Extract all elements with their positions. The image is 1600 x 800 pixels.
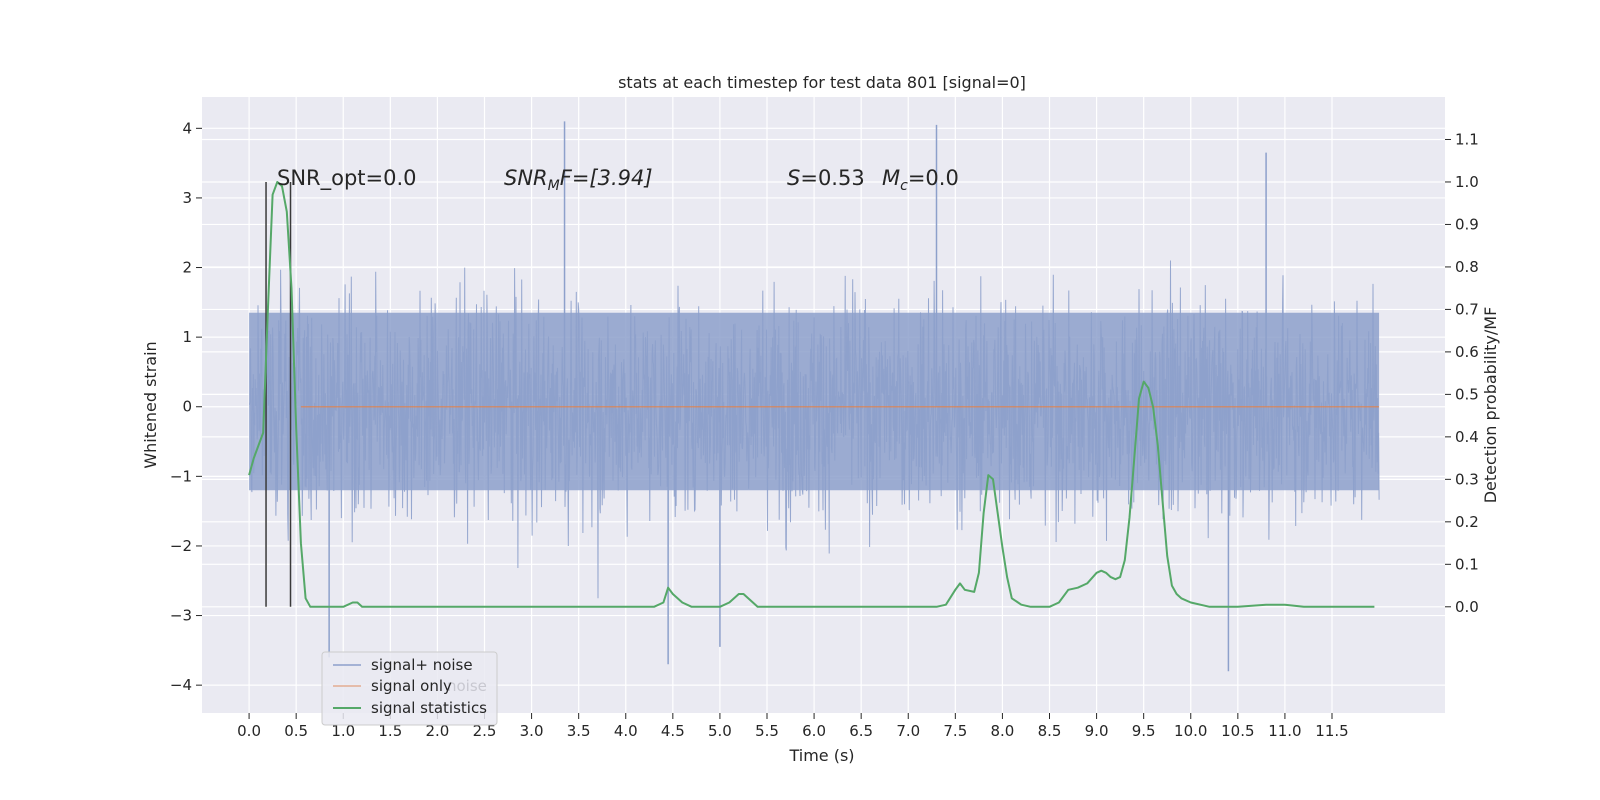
x-tick-label: 6.5 bbox=[849, 722, 873, 740]
x-tick-label: 8.5 bbox=[1038, 722, 1062, 740]
annotation-snr-mf: SNRMF=[3.94] bbox=[504, 166, 653, 194]
y-right-tick-label: 1.1 bbox=[1455, 130, 1479, 148]
y-right-tick-label: 0.0 bbox=[1455, 598, 1479, 616]
x-tick-label: 6.0 bbox=[802, 722, 826, 740]
annotation-s: S=0.53 bbox=[787, 166, 865, 190]
x-axis-ticks: 0.0 0.5 1.0 1.5 2.0 2.5 3.0 3.5 4.0 4.5 5.0 5.5 6.0 6… bbox=[237, 713, 1349, 740]
annotation-snr-opt: SNR_opt=0.0 bbox=[277, 166, 417, 191]
y-left-tick-label: −3 bbox=[170, 607, 192, 625]
legend: signal+ noise noise signal only signal s… bbox=[321, 651, 498, 726]
x-tick-label: 7.0 bbox=[896, 722, 920, 740]
x-tick-label: 0.5 bbox=[284, 722, 308, 740]
y-left-tick-label: 3 bbox=[182, 189, 192, 207]
vertical-markers bbox=[265, 181, 292, 607]
y-left-tick-label: −4 bbox=[170, 676, 192, 694]
x-tick-label: 10.5 bbox=[1221, 722, 1254, 740]
legend-box bbox=[321, 651, 498, 726]
y-left-tick-label: −2 bbox=[170, 537, 192, 555]
x-tick-label: 1.5 bbox=[378, 722, 402, 740]
x-tick-label: 7.5 bbox=[943, 722, 967, 740]
x-tick-label: 1.0 bbox=[331, 722, 355, 740]
y-left-tick-label: −1 bbox=[170, 467, 192, 485]
y-right-tick-label: 0.7 bbox=[1455, 300, 1479, 318]
legend-label-signal-noise: signal+ noise bbox=[371, 656, 473, 674]
y-left-tick-label: 1 bbox=[182, 328, 192, 346]
x-tick-label: 5.5 bbox=[755, 722, 779, 740]
x-tick-label: 11.5 bbox=[1315, 722, 1348, 740]
y-axis-left-label: Whitened strain bbox=[141, 341, 160, 468]
x-tick-label: 3.0 bbox=[520, 722, 544, 740]
annotation-mc: Mc=0.0 bbox=[882, 166, 959, 194]
signal-statistics-series bbox=[248, 181, 1375, 608]
legend-ghost-text: noise bbox=[447, 677, 487, 695]
y-right-tick-label: 0.5 bbox=[1455, 385, 1479, 403]
y-right-tick-label: 0.2 bbox=[1455, 513, 1479, 531]
y-right-tick-label: 1.0 bbox=[1455, 173, 1479, 191]
x-tick-label: 10.0 bbox=[1174, 722, 1207, 740]
y-right-tick-label: 0.8 bbox=[1455, 258, 1479, 276]
signal-noise-series bbox=[248, 121, 1380, 672]
x-tick-label: 3.5 bbox=[567, 722, 591, 740]
y-right-tick-label: 0.4 bbox=[1455, 428, 1479, 446]
chart-title: stats at each timestep for test data 801… bbox=[618, 73, 1026, 92]
y-left-tick-label: 0 bbox=[182, 398, 192, 416]
noise-trace bbox=[248, 260, 1380, 599]
y-right-tick-label: 0.1 bbox=[1455, 555, 1479, 573]
x-tick-label: 4.5 bbox=[661, 722, 685, 740]
x-tick-label: 2.0 bbox=[425, 722, 449, 740]
signal-statistics-line bbox=[248, 181, 1375, 608]
y-left-tick-label: 4 bbox=[182, 119, 192, 137]
x-tick-label: 8.0 bbox=[990, 722, 1014, 740]
y-right-tick-label: 0.9 bbox=[1455, 215, 1479, 233]
x-tick-label: 5.0 bbox=[708, 722, 732, 740]
y-axis-left-ticks: 4 3 2 1 0 −1 −2 −3 −4 bbox=[170, 119, 202, 694]
x-axis-label: Time (s) bbox=[788, 746, 854, 765]
legend-label-signal-statistics: signal statistics bbox=[371, 699, 487, 717]
x-tick-label: 0.0 bbox=[237, 722, 261, 740]
y-right-tick-label: 0.3 bbox=[1455, 470, 1479, 488]
legend-label-signal-only: signal only bbox=[371, 677, 452, 695]
x-tick-label: 9.0 bbox=[1085, 722, 1109, 740]
x-tick-label: 9.5 bbox=[1132, 722, 1156, 740]
x-tick-label: 2.5 bbox=[473, 722, 497, 740]
y-axis-right-label: Detection probability/MF bbox=[1481, 307, 1500, 504]
y-right-tick-label: 0.6 bbox=[1455, 343, 1479, 361]
x-tick-label: 4.0 bbox=[614, 722, 638, 740]
x-tick-label: 11.0 bbox=[1268, 722, 1301, 740]
y-left-tick-label: 2 bbox=[182, 259, 192, 277]
y-axis-right-ticks: 1.1 1.0 0.9 0.8 0.7 0.6 0.5 0.4 0.3 0.2 0.1 0.0 bbox=[1445, 130, 1479, 616]
